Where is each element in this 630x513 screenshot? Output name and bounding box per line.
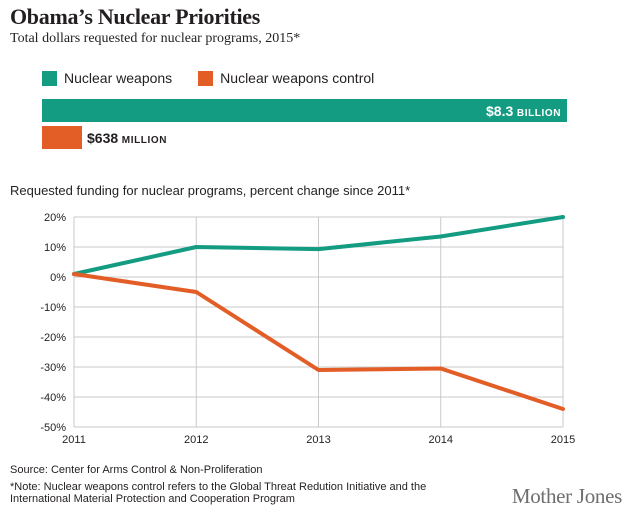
- line-chart-title: Requested funding for nuclear programs, …: [10, 183, 411, 198]
- bar-unit-weapons: BILLION: [516, 108, 562, 119]
- y-tick-label: -20%: [40, 332, 66, 344]
- x-tick-label: 2013: [306, 434, 330, 446]
- legend-swatch-control: [198, 70, 214, 86]
- bar-amount-weapons: $8.3: [486, 103, 514, 119]
- source-text: Source: Center for Arms Control & Non-Pr…: [10, 464, 263, 476]
- legend-swatch-weapons: [42, 70, 57, 86]
- footnote-text: *Note: Nuclear weapons control refers to…: [10, 481, 427, 505]
- legend-item-weapons: Nuclear weapons: [42, 70, 172, 86]
- x-tick-label: 2012: [184, 434, 208, 446]
- x-tick-label: 2014: [429, 434, 453, 446]
- y-tick-label: -30%: [40, 362, 66, 374]
- bar-label-nuclear-weapons: $8.3 BILLION: [486, 103, 561, 119]
- chart-subtitle: Total dollars requested for nuclear prog…: [10, 31, 301, 46]
- y-tick-label: -40%: [40, 392, 66, 404]
- bar-nuclear-weapons: [42, 99, 567, 122]
- y-tick-label: 10%: [44, 242, 66, 254]
- legend-item-control: Nuclear weapons control: [198, 70, 374, 86]
- bar-nuclear-weapons-control: [42, 126, 82, 149]
- bar-amount-control: $638: [87, 130, 119, 146]
- series-line-nuclear-weapons-control: [72, 272, 565, 411]
- chart-title: Obama’s Nuclear Priorities: [10, 4, 261, 29]
- y-tick-label: -10%: [40, 302, 66, 314]
- bar-label-nuclear-weapons-control: $638 MILLION: [87, 130, 167, 146]
- line-chart: 20% 10% 0% -10% -20% -30% -40% -50%2011 2012 2013…: [40, 212, 575, 446]
- bar-unit-control: MILLION: [121, 135, 168, 146]
- series-line-nuclear-weapons: [72, 215, 565, 276]
- mother-jones-logo: Mother Jones: [511, 484, 622, 508]
- legend-label-weapons: Nuclear weapons: [64, 70, 173, 86]
- y-tick-label: -50%: [40, 422, 66, 434]
- legend: Nuclear weapons Nuclear weapons control: [42, 70, 400, 86]
- y-tick-label: 0%: [50, 272, 66, 284]
- y-tick-label: 20%: [44, 212, 66, 224]
- legend-label-control: Nuclear weapons control: [220, 70, 375, 86]
- x-tick-label: 2015: [551, 434, 575, 446]
- x-tick-label: 2011: [62, 434, 86, 446]
